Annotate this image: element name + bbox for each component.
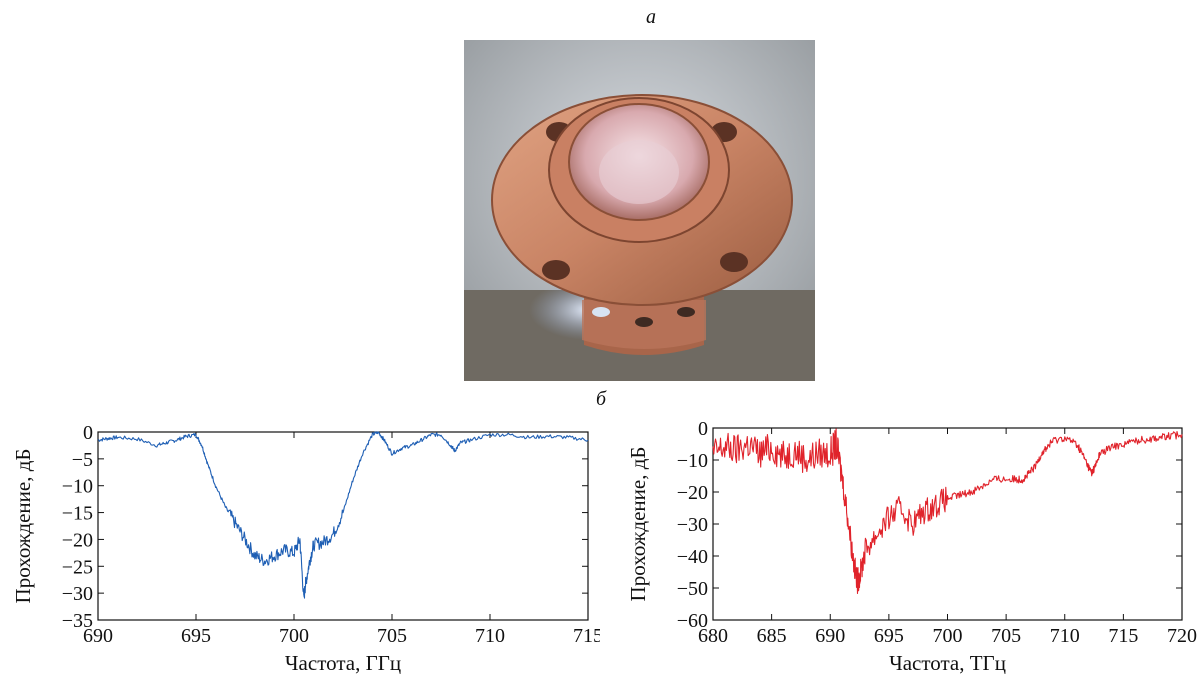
figure-label-a: а (646, 6, 656, 28)
plot-frame (712, 427, 1183, 621)
x-tick-label: 720 (1167, 625, 1197, 647)
x-tick-label: 705 (377, 625, 407, 647)
x-tick-label: 715 (1108, 625, 1138, 647)
y-tick-label: −30 (677, 514, 708, 536)
x-tick-label: 715 (573, 625, 600, 647)
x-tick-label: 710 (475, 625, 505, 647)
plot-frame (97, 431, 589, 621)
x-tick-label: 685 (757, 625, 787, 647)
y-tick-label: 0 (698, 418, 708, 440)
x-tick-label: 705 (991, 625, 1021, 647)
y-tick-label: −5 (72, 449, 93, 471)
x-tick-label: 690 (83, 625, 113, 647)
x-tick-label: 680 (698, 625, 728, 647)
y-tick-label: −15 (62, 503, 93, 525)
x-axis-label: Частота, ГГц (285, 651, 401, 675)
copper-flange-photo (464, 40, 815, 381)
y-tick-label: −25 (62, 556, 93, 578)
x-tick-label: 710 (1050, 625, 1080, 647)
y-tick-label: −20 (677, 482, 708, 504)
y-tick-label: −30 (62, 583, 93, 605)
y-tick-label: −60 (677, 610, 708, 632)
y-tick-label: −50 (677, 578, 708, 600)
y-axis-label: Прохождение, дБ (626, 447, 650, 602)
y-tick-label: −10 (62, 476, 93, 498)
x-tick-label: 700 (279, 625, 309, 647)
x-tick-label: 695 (874, 625, 904, 647)
y-tick-label: −10 (677, 450, 708, 472)
y-tick-label: −20 (62, 529, 93, 551)
y-tick-label: −35 (62, 610, 93, 632)
x-axis-label: Частота, ТГц (889, 651, 1006, 675)
y-axis-label: Прохождение, дБ (11, 449, 35, 604)
x-tick-label: 700 (933, 625, 963, 647)
series-line (97, 431, 589, 599)
y-tick-label: −40 (677, 546, 708, 568)
x-tick-label: 690 (815, 625, 845, 647)
y-tick-label: 0 (83, 422, 93, 444)
series-line (712, 428, 1183, 595)
x-tick-label: 695 (181, 625, 211, 647)
figure-label-b: б (596, 388, 607, 410)
